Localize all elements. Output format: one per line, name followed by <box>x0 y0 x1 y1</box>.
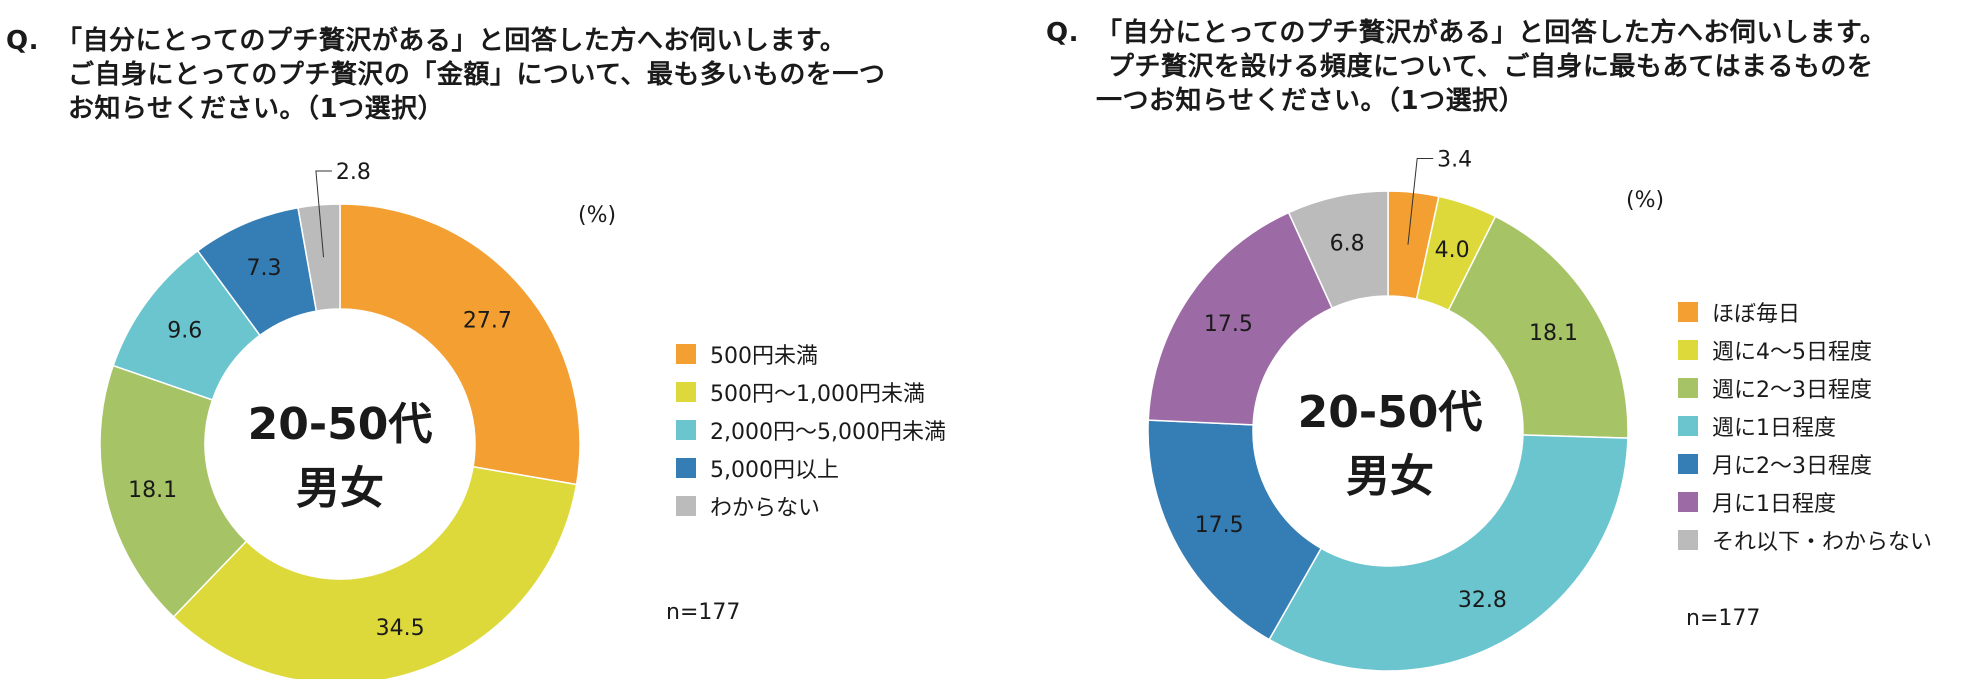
donut-slice <box>1287 190 1389 310</box>
unit-label: (%) <box>1626 188 1665 213</box>
question-text: Q. 「自分にとってのプチ贅沢がある」と回答した方へお伺いします。 ご自身にとっ… <box>6 24 966 126</box>
legend-item: 2,000円〜5,000円未満 <box>676 411 946 449</box>
legend: 500円未満 500円〜1,000円未満 2,000円〜5,000円未満 5,000円… <box>676 335 946 525</box>
leader-line <box>1407 158 1434 245</box>
slice-value-label: 27.7 <box>463 309 512 334</box>
legend-item: ほぼ毎日 <box>1678 293 1932 331</box>
legend-label: 週に4〜5日程度 <box>1712 340 1872 365</box>
donut-chart-amount: 27.7 34.5 18.1 9.6 7.3 2.8 <box>99 160 581 679</box>
legend-swatch <box>1678 416 1698 436</box>
legend-label: 500円〜1,000円未満 <box>710 382 925 407</box>
slice-value-label: 7.3 <box>247 256 282 281</box>
slice-value-label: 34.5 <box>376 616 425 641</box>
legend-label: それ以下・わからない <box>1712 530 1933 555</box>
question-line: 「自分にとってのプチ贅沢がある」と回答した方へお伺いします。 <box>1096 18 1887 48</box>
legend-item: 週に1日程度 <box>1678 407 1932 445</box>
legend-swatch <box>1678 302 1698 322</box>
legend-item: わからない <box>676 487 946 525</box>
question-line: プチ贅沢を設ける頻度について、ご自身に最もあてはまるものを <box>1108 52 1874 82</box>
slice-value-label: 17.5 <box>1204 312 1253 337</box>
slice-value-label: 9.6 <box>167 319 202 344</box>
legend-item: 週に4〜5日程度 <box>1678 331 1932 369</box>
leader-line <box>315 170 332 258</box>
legend-label: 週に1日程度 <box>1712 416 1836 441</box>
legend-item: それ以下・わからない <box>1678 521 1932 559</box>
donut-center-label: 20-50代 男女 <box>1290 381 1490 509</box>
slice-value-label: 2.8 <box>336 160 371 185</box>
legend-swatch <box>1678 492 1698 512</box>
donut-slice <box>339 203 581 486</box>
legend-label: 5,000円以上 <box>710 458 839 483</box>
legend-item: 500円〜1,000円未満 <box>676 373 946 411</box>
donut-slice <box>1447 215 1629 439</box>
question-mark: Q. <box>1046 18 1079 48</box>
slice-value-label: 32.8 <box>1458 588 1507 613</box>
donut-slice <box>297 203 341 312</box>
legend-item: 月に2〜3日程度 <box>1678 445 1932 483</box>
legend-item: 5,000円以上 <box>676 449 946 487</box>
legend-item: 月に1日程度 <box>1678 483 1932 521</box>
unit-label: (%) <box>578 203 617 228</box>
center-label-line2: 男女 <box>296 463 384 514</box>
legend-item: 週に2〜3日程度 <box>1678 369 1932 407</box>
center-label-line1: 20-50代 <box>1297 387 1483 438</box>
donut-slice <box>172 465 578 679</box>
legend-swatch <box>676 496 696 516</box>
donut-slice <box>1268 434 1629 672</box>
sample-size-label: n=177 <box>666 600 741 625</box>
legend-swatch <box>1678 530 1698 550</box>
legend-swatch <box>1678 378 1698 398</box>
slice-value-label: 6.8 <box>1330 232 1365 257</box>
legend-label: 月に1日程度 <box>1712 492 1836 517</box>
legend-swatch <box>1678 340 1698 360</box>
question-line: ご自身にとってのプチ贅沢の「金額」について、最も多いものを一つ <box>68 60 886 90</box>
donut-slice <box>99 364 248 618</box>
legend-swatch <box>676 382 696 402</box>
legend: ほぼ毎日週に4〜5日程度 週に2〜3日程度 週に1日程度月に2〜3日程度 月に1日程度… <box>1678 293 1932 559</box>
question-line: 「自分にとってのプチ贅沢がある」と回答した方へお伺いします。 <box>56 26 847 56</box>
legend-swatch <box>676 344 696 364</box>
chart-panel-amount: Q. 「自分にとってのプチ贅沢がある」と回答した方へお伺いします。 ご自身にとっ… <box>6 24 966 679</box>
legend-label: 月に2〜3日程度 <box>1712 454 1872 479</box>
legend-label: ほぼ毎日 <box>1712 302 1801 327</box>
question-line: 一つお知らせください。（1つ選択） <box>1096 86 1526 116</box>
legend-swatch <box>1678 454 1698 474</box>
slice-value-label: 3.4 <box>1437 148 1472 173</box>
sample-size-label: n=177 <box>1686 606 1761 631</box>
question-line: お知らせください。（1つ選択） <box>68 94 445 124</box>
donut-chart-frequency: 3.4 4.0 18.1 32.8 17.5 17.5 6.8 <box>1147 148 1629 672</box>
legend-label: わからない <box>710 496 821 521</box>
legend-label: 2,000円〜5,000円未満 <box>710 420 946 445</box>
center-label-line2: 男女 <box>1346 451 1434 502</box>
donut-center-label: 20-50代 男女 <box>240 393 440 521</box>
legend-label: 週に2〜3日程度 <box>1712 378 1872 403</box>
legend-item: 500円未満 <box>676 335 946 373</box>
legend-label: 500円未満 <box>710 344 818 369</box>
slice-value-label: 18.1 <box>128 478 177 503</box>
center-label-line1: 20-50代 <box>247 399 433 450</box>
donut-slice <box>1147 211 1334 426</box>
question-mark: Q. <box>6 26 39 56</box>
legend-swatch <box>676 420 696 440</box>
slice-value-label: 4.0 <box>1435 238 1470 263</box>
donut-slice <box>1147 419 1323 641</box>
question-text: Q. 「自分にとってのプチ贅沢がある」と回答した方へお伺いします。 プチ贅沢を設… <box>1046 16 1966 118</box>
chart-panel-frequency: Q. 「自分にとってのプチ贅沢がある」と回答した方へお伺いします。 プチ贅沢を設… <box>1030 0 1975 679</box>
legend-swatch <box>676 458 696 478</box>
slice-value-label: 18.1 <box>1529 321 1578 346</box>
slice-value-label: 17.5 <box>1195 513 1244 538</box>
